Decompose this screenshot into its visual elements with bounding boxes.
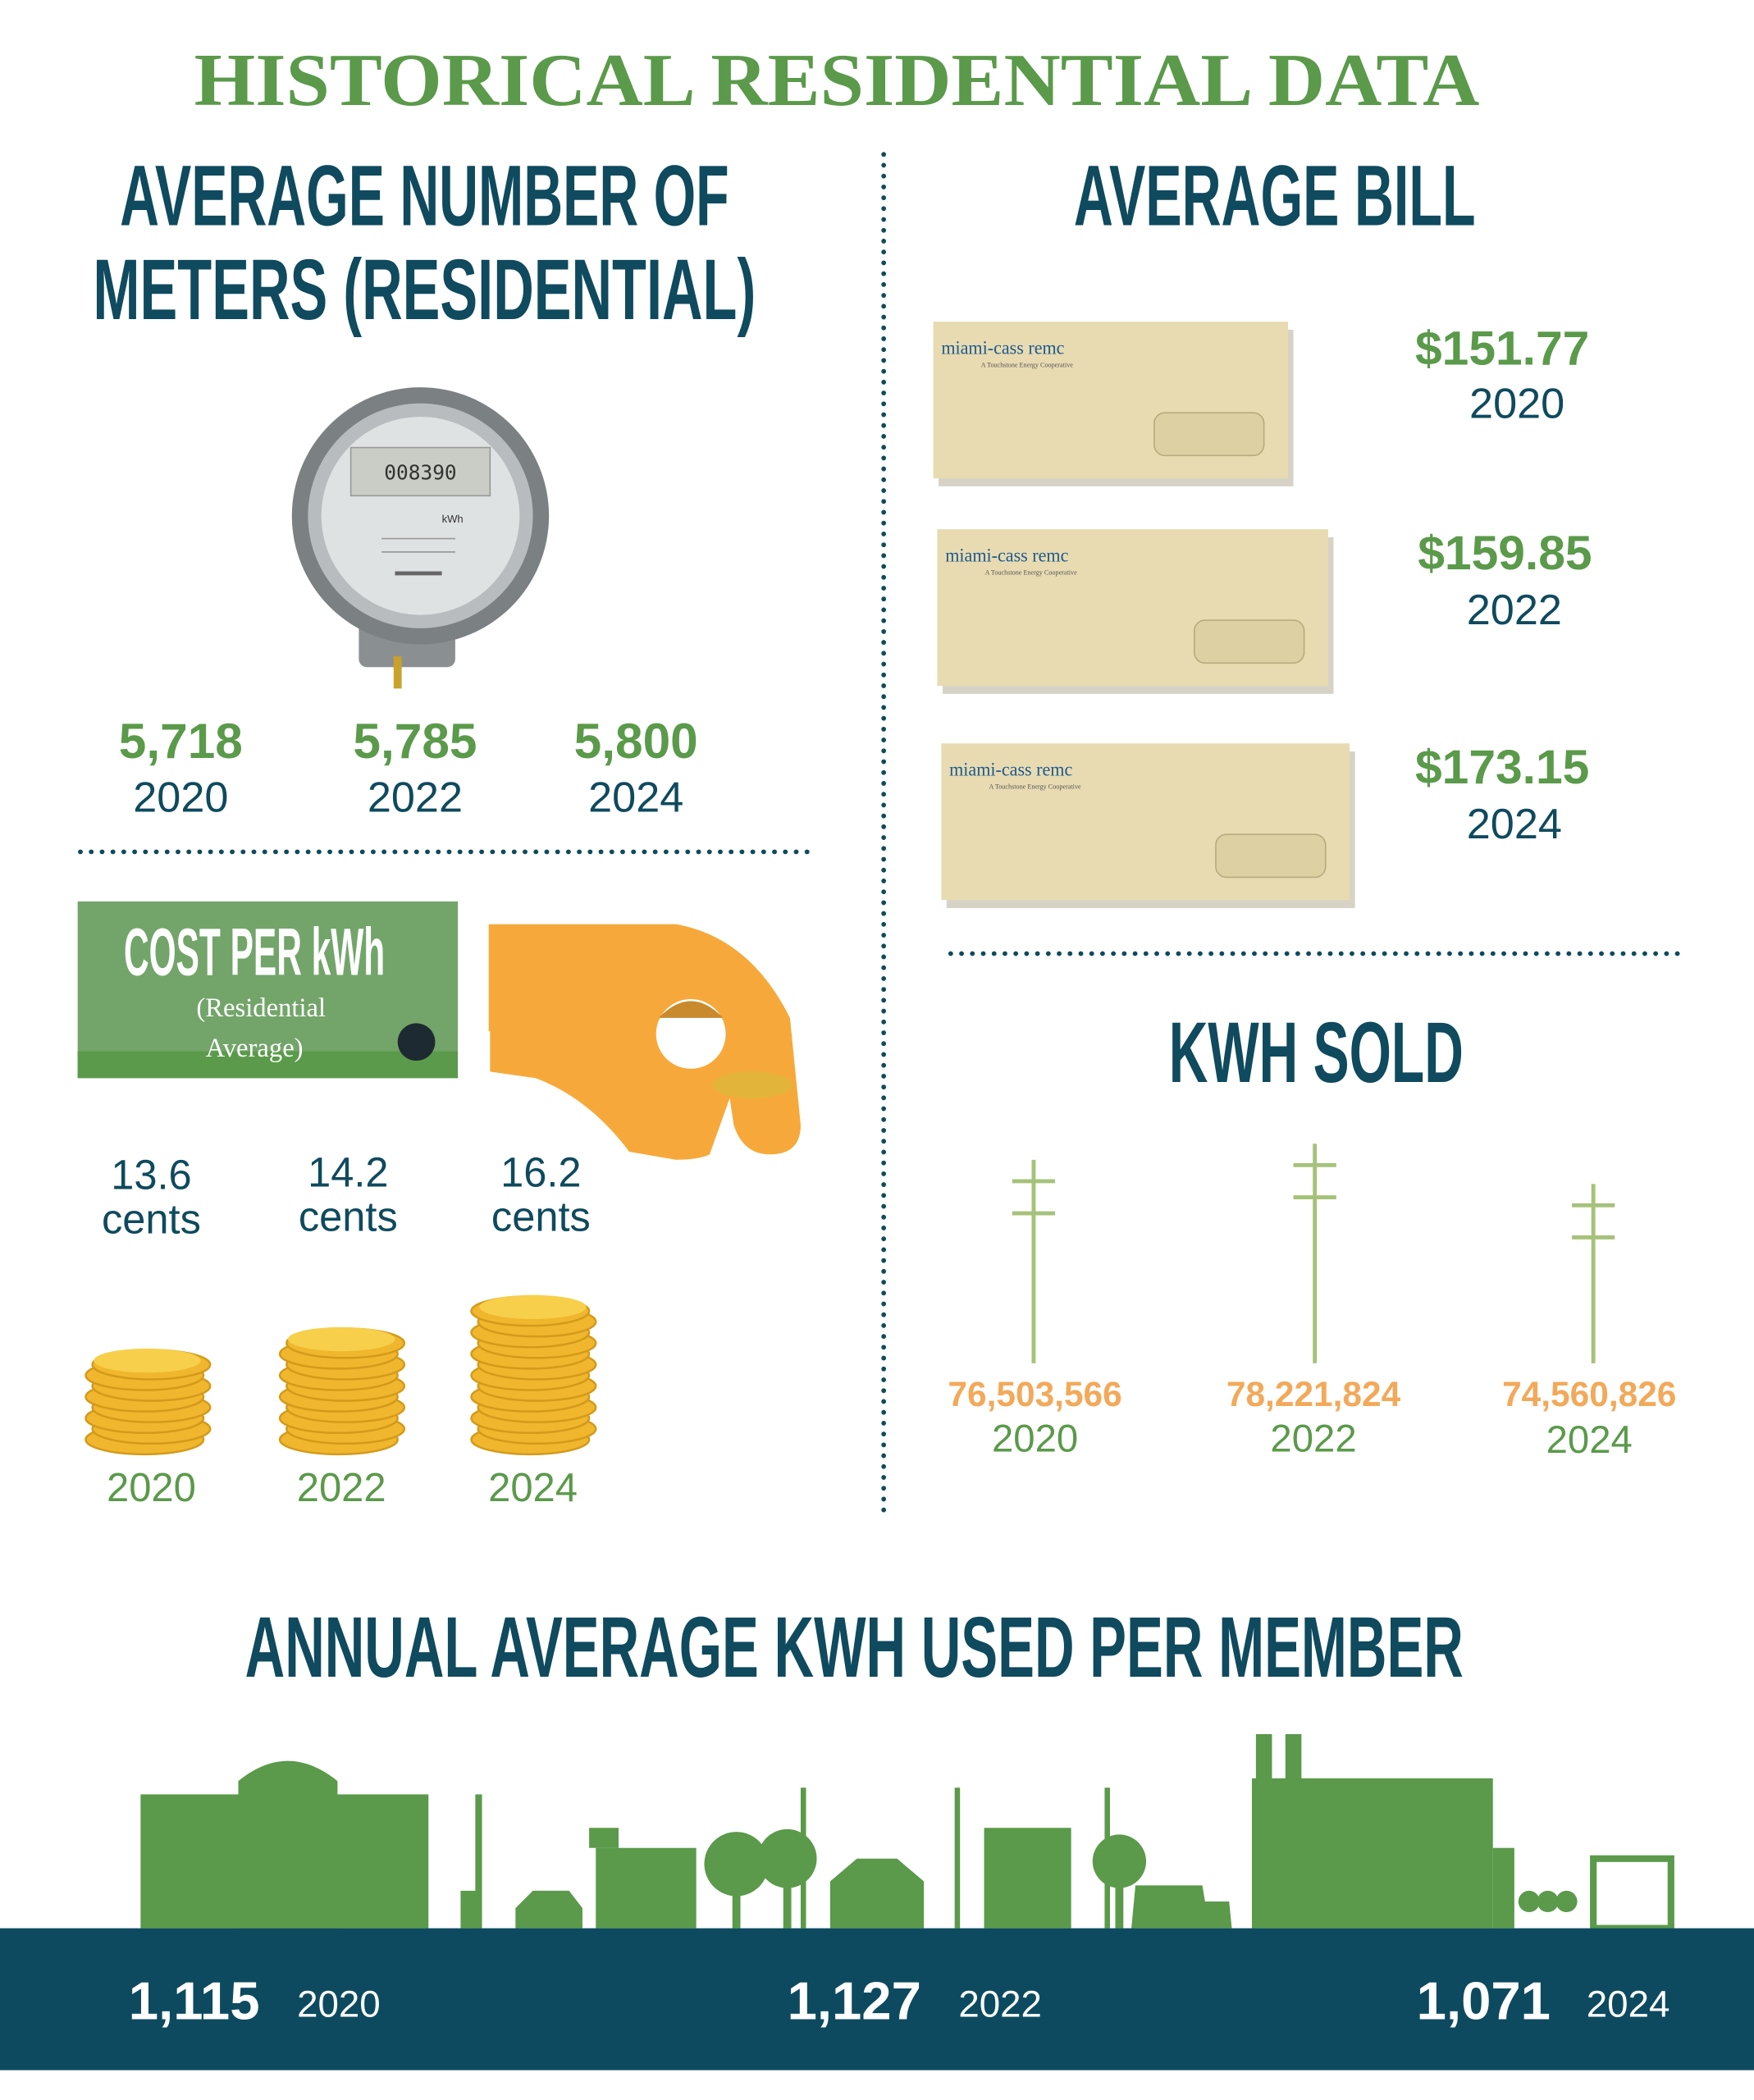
card-subtitle: Average) — [206, 1034, 304, 1063]
card-subtitle: (Residential — [196, 993, 326, 1023]
envelope-window — [1153, 412, 1265, 457]
year-label: 2024 — [488, 1466, 578, 1510]
section-title: ANNUAL AVERAGE KWH USED PER MEMBER — [245, 1600, 1464, 1696]
year-label: 2022 — [1467, 587, 1562, 634]
bill-value: $151.77 — [1415, 322, 1589, 375]
skyline — [140, 1733, 1674, 1932]
annual-value: 1,071 — [1417, 1971, 1551, 2031]
year-label: 2020 — [1469, 381, 1564, 428]
utility-poles — [1012, 1144, 1615, 1363]
year-label: 2022 — [368, 774, 463, 821]
bill-value: $173.15 — [1415, 741, 1589, 794]
meter-count: 5,785 — [353, 713, 477, 769]
kwh-value: 78,221,824 — [1226, 1375, 1401, 1413]
year-label: 2020 — [992, 1418, 1078, 1461]
main-title: HISTORICAL RESIDENTIAL DATA — [194, 39, 1480, 121]
year-label: 2020 — [133, 774, 228, 821]
kwh-value: 74,560,826 — [1502, 1375, 1676, 1413]
envelope-brand: miami-cass remc — [945, 545, 1068, 565]
coin-stacks — [85, 1294, 597, 1456]
cost-unit: cents — [102, 1196, 201, 1243]
envelope-tagline: A Touchstone Energy Cooperative — [985, 569, 1078, 577]
year-label: 2024 — [1546, 1418, 1633, 1462]
envelope-window — [1215, 833, 1327, 879]
section-title: METERS (RESIDENTIAL) — [93, 242, 756, 338]
meter-count: 5,718 — [119, 713, 243, 769]
section-title: AVERAGE NUMBER OF — [120, 148, 729, 244]
meter-count: 5,800 — [574, 713, 698, 769]
cost-unit: cents — [491, 1193, 591, 1239]
envelope-window — [1193, 619, 1305, 664]
year-label: 2022 — [1270, 1418, 1356, 1461]
coin-top — [94, 1348, 201, 1373]
cost-unit: cents — [299, 1193, 398, 1239]
cost-card: COST PER kWh (Residential Average) — [77, 901, 801, 1160]
envelope: miami-cass remc A Touchstone Energy Coope… — [933, 322, 1294, 486]
cost-value: 14.2 — [308, 1148, 388, 1195]
kwh-value: 76,503,566 — [948, 1375, 1121, 1413]
envelope: miami-cass remc A Touchstone Energy Coope… — [937, 529, 1334, 694]
year-label: 2020 — [297, 1983, 381, 2025]
cost-value: 13.6 — [111, 1152, 191, 1198]
year-label: 2022 — [297, 1466, 386, 1510]
card-title: COST PER kWh — [124, 915, 385, 990]
envelope-brand: miami-cass remc — [949, 759, 1072, 779]
bill-value: $159.85 — [1418, 527, 1592, 580]
year-label: 2024 — [1587, 1983, 1670, 2025]
year-label: 2022 — [958, 1983, 1042, 2025]
meter-reading: 008390 — [384, 461, 456, 485]
annual-value: 1,115 — [129, 1971, 260, 2031]
meter-unit: kWh — [442, 513, 464, 525]
envelope-tagline: A Touchstone Energy Cooperative — [989, 783, 1081, 791]
section-title: AVERAGE BILL — [1074, 148, 1476, 244]
section-title: KWH SOLD — [1169, 1005, 1464, 1101]
coin-top — [479, 1294, 587, 1320]
envelope: miami-cass remc A Touchstone Energy Coope… — [941, 743, 1355, 909]
year-label: 2024 — [588, 774, 683, 821]
cost-value: 16.2 — [500, 1148, 581, 1195]
annual-value: 1,127 — [788, 1971, 921, 2031]
envelope-brand: miami-cass remc — [941, 337, 1064, 358]
meter-illustration: 008390 kWh — [291, 387, 550, 689]
envelopes: miami-cass remc A Touchstone Energy Coope… — [933, 322, 1355, 909]
year-label: 2024 — [1467, 801, 1562, 848]
envelope-tagline: A Touchstone Energy Cooperative — [981, 362, 1074, 369]
bottom-band — [0, 1928, 1754, 2070]
year-label: 2020 — [107, 1466, 196, 1510]
coin-top — [287, 1326, 395, 1352]
